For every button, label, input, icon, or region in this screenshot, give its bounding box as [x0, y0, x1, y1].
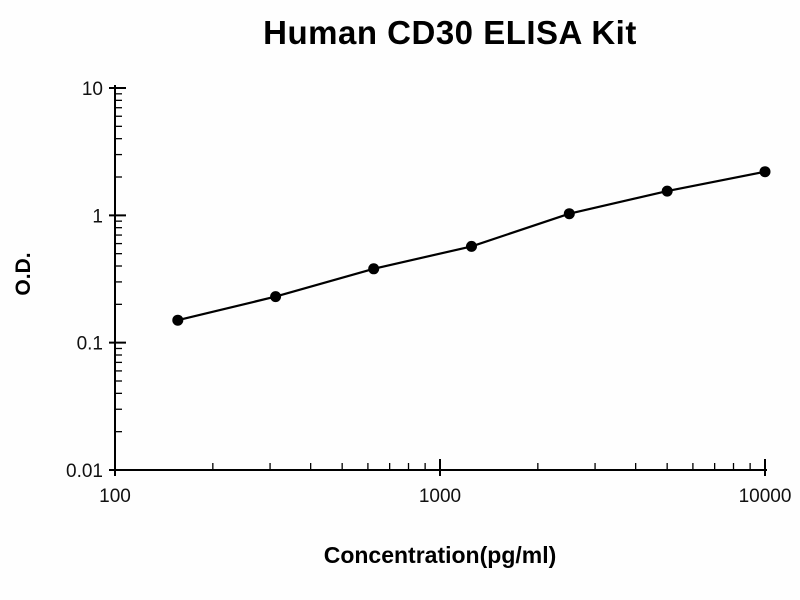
data-point	[661, 185, 673, 197]
x-tick-label: 1000	[419, 486, 461, 507]
y-tick-label: 1	[92, 206, 103, 227]
x-axis-title: Concentration(pg/ml)	[323, 542, 557, 568]
chart-title: Human CD30 ELISA Kit	[263, 14, 637, 51]
y-tick-label: 0.01	[66, 461, 103, 482]
x-tick-label: 100	[99, 486, 131, 507]
data-point	[563, 208, 575, 220]
data-point	[270, 291, 282, 303]
y-tick-label: 0.1	[77, 334, 103, 355]
x-tick-label: 10000	[739, 486, 792, 507]
data-point	[368, 263, 380, 275]
data-point	[466, 240, 477, 252]
data-point	[759, 166, 771, 178]
data-point	[172, 314, 184, 326]
y-tick-label: 10	[82, 79, 103, 100]
